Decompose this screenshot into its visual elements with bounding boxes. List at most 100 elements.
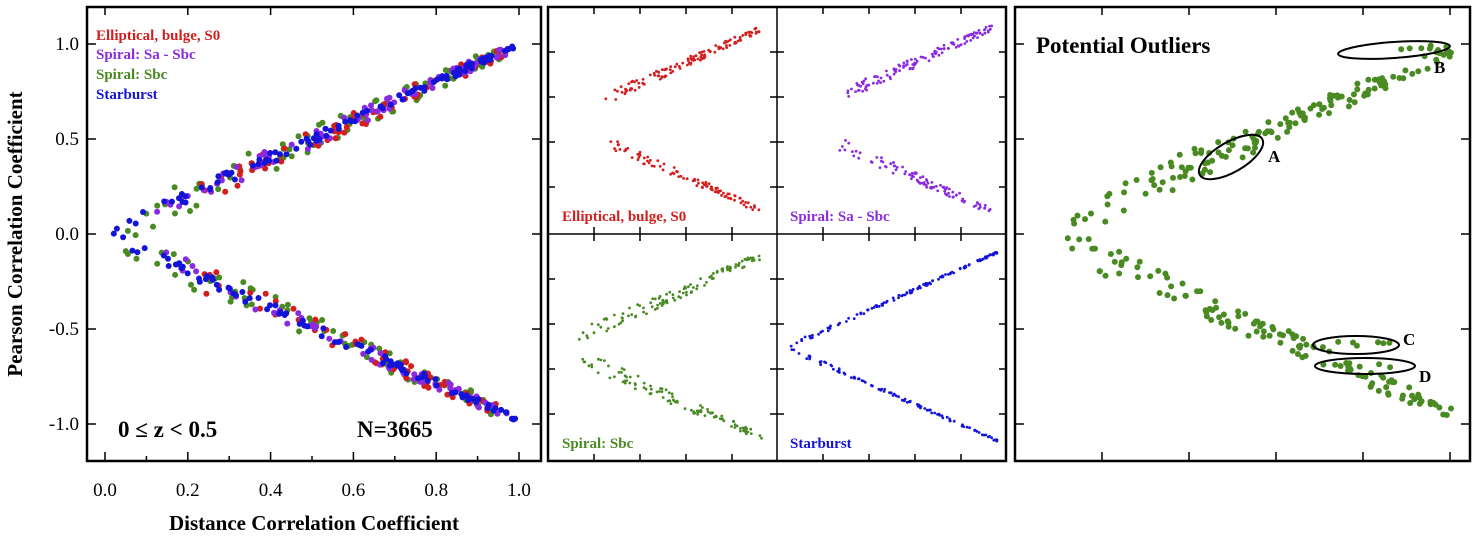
small-multiple-point (587, 364, 591, 368)
main-point (283, 151, 290, 158)
main-point (160, 252, 167, 259)
small-multiple-point (679, 174, 683, 178)
small-multiple-point (925, 284, 928, 287)
small-multiple-point (697, 181, 700, 185)
small-multiple-point (894, 168, 898, 172)
small-multiple-point (685, 293, 688, 297)
outlier-panel-point (1229, 142, 1236, 149)
small-multiple-point (628, 375, 632, 379)
main-point (478, 58, 485, 65)
outlier-panel-point (1181, 173, 1188, 179)
small-multiple-point (973, 428, 977, 432)
main-point (126, 217, 133, 224)
main-point (261, 149, 268, 155)
outlier-panel-point (1179, 280, 1186, 287)
main-point (261, 160, 268, 167)
small-multiple-point (861, 89, 864, 93)
small-multiple-point (709, 50, 712, 53)
small-multiple-point (672, 166, 676, 169)
x-axis-label: Distance Correlation Coefficient (169, 511, 459, 535)
small-multiple-point (879, 76, 883, 80)
outlier-panel-point (1270, 326, 1277, 333)
outlier-panel-point (1368, 382, 1375, 389)
small-multiple-point (687, 61, 691, 65)
small-multiple-point (653, 308, 657, 311)
small-multiple-point (658, 302, 662, 305)
small-multiple-point (932, 55, 935, 58)
small-multiple-point (939, 183, 942, 187)
outlier-panel-point (1253, 328, 1260, 335)
outlier-panel-point (1123, 255, 1130, 262)
main-point (248, 301, 255, 308)
small-multiple-point (751, 256, 754, 260)
small-multiple-point (948, 195, 951, 198)
small-multiple-point (819, 360, 823, 363)
outlier-panel-point (1383, 384, 1390, 391)
small-multiple-point (790, 348, 794, 351)
small-multiple-point (722, 419, 726, 423)
small-multiple-point (959, 43, 963, 47)
outlier-panel-point (1104, 193, 1111, 200)
small-multiple-point (978, 203, 982, 207)
small-multiple-point (734, 263, 738, 266)
outlier-point (1337, 363, 1344, 369)
main-point (222, 188, 229, 195)
small-multiple-point (642, 381, 646, 385)
small-multiple-point (620, 90, 624, 94)
main-point (462, 68, 469, 74)
small-multiple-point (602, 317, 606, 321)
small-multiple-point (669, 402, 673, 406)
small-multiple-point (702, 54, 706, 57)
x-tick-label: 1.0 (507, 480, 531, 501)
main-point (215, 173, 222, 180)
small-multiple-point (879, 81, 882, 84)
small-multiples-ticks (548, 7, 1006, 461)
main-point (193, 185, 200, 192)
outlier-panel-point (1116, 248, 1123, 255)
outlier-panel-point (1320, 361, 1327, 368)
main-point (469, 60, 476, 67)
outlier-panel-point (1316, 111, 1323, 118)
main-point (374, 108, 381, 115)
outlier-panel-point (1260, 333, 1267, 340)
small-multiple-point (902, 64, 905, 68)
small-multiple-point (627, 82, 631, 85)
main-point (129, 247, 136, 254)
small-multiple-point (897, 395, 900, 399)
main-point (154, 208, 161, 215)
small-multiple-point (713, 190, 717, 194)
outlier-panel-point (1415, 393, 1422, 400)
main-point (286, 146, 293, 153)
outlier-panel-point (1116, 270, 1123, 277)
small-multiple-point (945, 193, 949, 197)
main-point (288, 141, 295, 148)
small-multiple-point (789, 344, 793, 348)
small-multiple-point (928, 408, 932, 412)
small-multiple-point (599, 358, 603, 362)
main-point (120, 234, 127, 241)
small-multiple-point (642, 156, 646, 160)
small-multiple-point (889, 77, 892, 81)
outlier-panel-point (1427, 398, 1434, 405)
small-multiple-point (733, 35, 737, 39)
outlier-panel-point (1327, 92, 1334, 98)
small-multiple-point (891, 171, 895, 175)
small-multiple-point (875, 156, 879, 159)
small-multiple-point (983, 28, 987, 31)
outlier-panel-point (1260, 328, 1267, 335)
main-point (359, 109, 366, 116)
outlier-ellipse-d (1314, 357, 1416, 375)
small-multiple-point (878, 166, 882, 170)
main-point (188, 281, 194, 288)
small-multiple-point (590, 365, 594, 369)
main-point (490, 407, 497, 414)
small-multiple-point (850, 150, 854, 154)
small-multiple-point (988, 208, 992, 211)
small-multiple-point (880, 302, 884, 306)
small-multiple-point (732, 420, 736, 423)
small-multiple-point (965, 425, 969, 429)
small-multiple-point (983, 31, 987, 35)
small-multiple-point (733, 42, 736, 45)
main-point (250, 162, 256, 169)
main-point (387, 101, 394, 108)
